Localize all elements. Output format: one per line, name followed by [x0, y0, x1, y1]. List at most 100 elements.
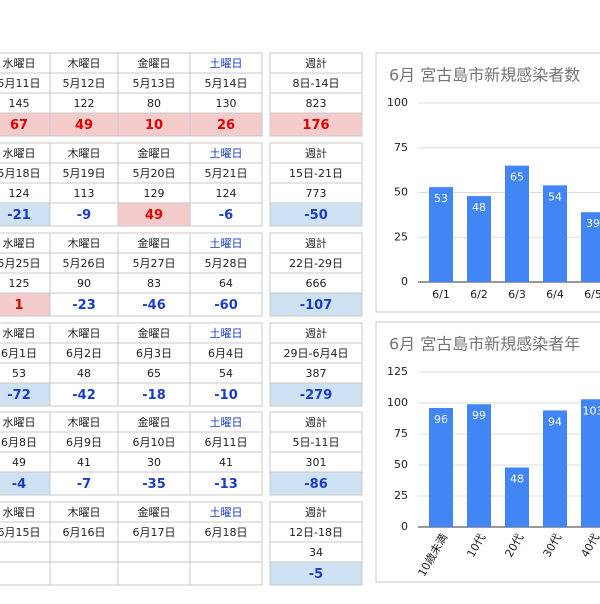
- cell-text: 90: [77, 277, 91, 290]
- cell-text: 水曜日: [3, 237, 36, 250]
- data-label: 94: [548, 415, 562, 428]
- cell-text: 41: [219, 456, 233, 469]
- y-tick-label: 125: [387, 365, 408, 378]
- cell-text: -9: [77, 208, 91, 223]
- cell-text: 週計: [305, 236, 327, 250]
- cell-text: 6月2日: [66, 347, 102, 360]
- cell-text: -60: [214, 298, 238, 313]
- cell-text: 387: [306, 367, 327, 380]
- cell-text: 666: [306, 277, 327, 290]
- data-label: 54: [548, 190, 562, 203]
- cell-text: 6月16日: [63, 526, 106, 539]
- cell-text: 26: [217, 118, 235, 133]
- cell: [118, 562, 190, 585]
- cell-text: 土曜日: [210, 57, 243, 70]
- cell-text: 5月14日: [205, 77, 248, 90]
- cell-text: 金曜日: [138, 326, 171, 340]
- cell-text: 木曜日: [68, 416, 101, 429]
- cell-text: -6: [219, 208, 233, 223]
- cell-text: 木曜日: [68, 327, 101, 340]
- cell-text: 6月4日: [208, 347, 244, 360]
- cell-text: -5: [309, 567, 323, 582]
- cell-text: 6月1日: [1, 347, 37, 360]
- cell: [0, 542, 50, 562]
- cell-text: 金曜日: [138, 56, 171, 70]
- cell-text: -42: [72, 388, 96, 403]
- cell-text: -107: [300, 298, 333, 313]
- x-tick-label: 6/5: [584, 288, 600, 301]
- cell-text: -86: [304, 477, 328, 492]
- cell-text: 5月13日: [133, 77, 176, 90]
- cell-text: 48: [77, 367, 91, 380]
- cell-text: -4: [12, 477, 26, 492]
- y-tick-label: 50: [394, 458, 408, 471]
- cell-text: -10: [214, 388, 238, 403]
- cell-text: 5月11日: [0, 77, 41, 90]
- cell-text: 6月3日: [136, 347, 172, 360]
- cell-text: 34: [309, 546, 323, 559]
- cell-text: 週計: [305, 146, 327, 160]
- bar: [581, 399, 600, 527]
- cell-text: -46: [142, 298, 166, 313]
- y-tick-label: 0: [401, 520, 408, 533]
- y-tick-label: 100: [387, 396, 408, 409]
- cell: [50, 542, 118, 562]
- cell-text: 水曜日: [3, 506, 36, 519]
- x-tick-label: 6/2: [470, 288, 488, 301]
- cell-text: 15日-21日: [289, 167, 343, 180]
- y-tick-label: 75: [394, 141, 408, 154]
- cell-text: -7: [77, 477, 91, 492]
- cell-text: 6月8日: [1, 436, 37, 449]
- data-label: 48: [472, 201, 486, 214]
- chart-title: 6月 宮古島市新規感染者年: [389, 335, 580, 354]
- data-label: 96: [434, 413, 448, 426]
- chart-title: 6月 宮古島市新規感染者数: [389, 66, 580, 85]
- cell-text: 週計: [305, 326, 327, 340]
- cell-text: 125: [9, 277, 30, 290]
- cell-text: 5月19日: [63, 167, 106, 180]
- cell-text: 823: [306, 97, 327, 110]
- cell-text: 5月28日: [205, 257, 248, 270]
- cell-text: 土曜日: [210, 147, 243, 160]
- cell-text: 5月26日: [63, 257, 106, 270]
- cell-text: 41: [77, 456, 91, 469]
- cell-text: 木曜日: [68, 57, 101, 70]
- cell-text: 49: [75, 118, 93, 133]
- cell-text: 5日-11日: [293, 436, 340, 449]
- cell-text: 54: [219, 367, 233, 380]
- cell-text: 水曜日: [3, 416, 36, 429]
- cell-text: 29日-6月4日: [284, 347, 349, 360]
- cell-text: 6月17日: [133, 526, 176, 539]
- cell-text: 8日-14日: [293, 77, 340, 90]
- cell-text: 130: [216, 97, 237, 110]
- cell-text: -23: [72, 298, 96, 313]
- cell-text: 5月18日: [0, 167, 41, 180]
- x-tick-label: 6/4: [546, 288, 564, 301]
- cell-text: 金曜日: [138, 146, 171, 160]
- cell: [50, 562, 118, 585]
- cell-text: 木曜日: [68, 147, 101, 160]
- y-tick-label: 75: [394, 427, 408, 440]
- cell-text: 土曜日: [210, 506, 243, 519]
- cell-text: 金曜日: [138, 505, 171, 519]
- cell: [190, 542, 262, 562]
- cell-text: 6月10日: [133, 436, 176, 449]
- cell-text: 土曜日: [210, 237, 243, 250]
- cell-text: 124: [216, 187, 237, 200]
- y-tick-label: 25: [394, 489, 408, 502]
- cell-text: -18: [142, 388, 166, 403]
- cell-text: 12日-18日: [289, 526, 343, 539]
- cell-text: 129: [144, 187, 165, 200]
- cell-text: 週計: [305, 505, 327, 519]
- cell-text: 113: [74, 187, 95, 200]
- cell-text: 土曜日: [210, 327, 243, 340]
- cell-text: 週計: [305, 415, 327, 429]
- cell-text: 水曜日: [3, 57, 36, 70]
- x-tick-label: 6/1: [432, 288, 450, 301]
- cell-text: -21: [7, 208, 31, 223]
- cell-text: 122: [74, 97, 95, 110]
- y-tick-label: 0: [401, 275, 408, 288]
- cell-text: 30: [147, 456, 161, 469]
- cell: [0, 562, 50, 585]
